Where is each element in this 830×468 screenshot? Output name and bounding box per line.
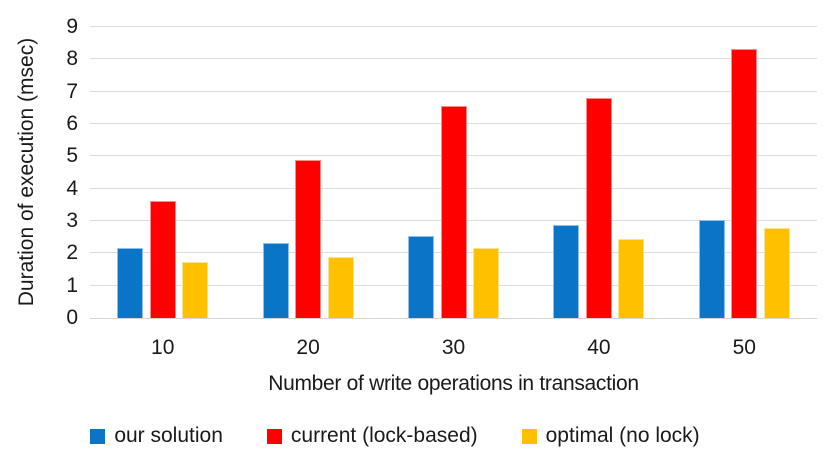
y-tick-label-4: 4 bbox=[66, 176, 78, 200]
x-tick-label-10: 10 bbox=[151, 336, 175, 359]
bar-optimal-no-lock-x20 bbox=[327, 256, 354, 318]
bar-our-solution-x50 bbox=[698, 220, 725, 318]
legend-swatch-icon bbox=[521, 428, 537, 444]
bar-current-lock-based-x30 bbox=[440, 105, 467, 318]
gridline-y-7 bbox=[90, 90, 817, 92]
y-tick-label-0: 0 bbox=[66, 306, 78, 329]
bar-our-solution-x10 bbox=[117, 247, 144, 318]
bar-current-lock-based-x40 bbox=[585, 98, 612, 318]
bar-our-solution-x20 bbox=[262, 242, 289, 318]
legend-swatch-icon bbox=[90, 428, 106, 444]
x-tick-label-40: 40 bbox=[587, 336, 611, 359]
legend-item-current-lock-based: current (lock-based) bbox=[266, 424, 478, 448]
bar-optimal-no-lock-x40 bbox=[618, 238, 645, 318]
y-tick-label-5: 5 bbox=[66, 144, 78, 168]
gridline-y-8 bbox=[90, 58, 817, 60]
legend-label: our solution bbox=[114, 424, 223, 447]
bar-optimal-no-lock-x10 bbox=[182, 262, 209, 318]
y-tick-label-8: 8 bbox=[66, 47, 78, 71]
legend-item-our-solution: our solution bbox=[90, 424, 223, 448]
y-tick-label-1: 1 bbox=[66, 273, 78, 297]
y-axis-title: Duration of execution (msec) bbox=[15, 37, 38, 307]
legend-swatch-icon bbox=[266, 428, 282, 444]
legend-item-optimal-no-lock: optimal (no lock) bbox=[521, 424, 700, 448]
y-tick-label-3: 3 bbox=[66, 209, 78, 232]
plot-area bbox=[90, 26, 817, 319]
y-tick-label-9: 9 bbox=[66, 15, 78, 38]
x-tick-label-50: 50 bbox=[732, 336, 756, 359]
bar-current-lock-based-x20 bbox=[295, 159, 322, 318]
y-tick-label-6: 6 bbox=[66, 112, 78, 135]
x-axis-tick-labels: 10 20 30 40 50 bbox=[90, 336, 817, 364]
chart-legend: our solution current (lock-based) optimal … bbox=[0, 424, 790, 448]
x-tick-label-30: 30 bbox=[441, 336, 466, 359]
gridline-y-9 bbox=[90, 26, 817, 27]
legend-label: optimal (no lock) bbox=[545, 424, 700, 447]
legend-label: current (lock-based) bbox=[290, 424, 478, 447]
bar-our-solution-x30 bbox=[408, 236, 434, 318]
y-tick-label-7: 7 bbox=[66, 79, 78, 103]
x-axis-title: Number of write operations in transactio… bbox=[268, 372, 639, 395]
bar-our-solution-x40 bbox=[553, 224, 580, 318]
bar-optimal-no-lock-x30 bbox=[473, 247, 499, 318]
x-tick-label-20: 20 bbox=[296, 336, 320, 359]
bar-optimal-no-lock-x50 bbox=[763, 228, 790, 318]
bar-current-lock-based-x10 bbox=[149, 200, 176, 318]
y-tick-label-2: 2 bbox=[66, 241, 78, 265]
bar-current-lock-based-x50 bbox=[731, 49, 758, 318]
